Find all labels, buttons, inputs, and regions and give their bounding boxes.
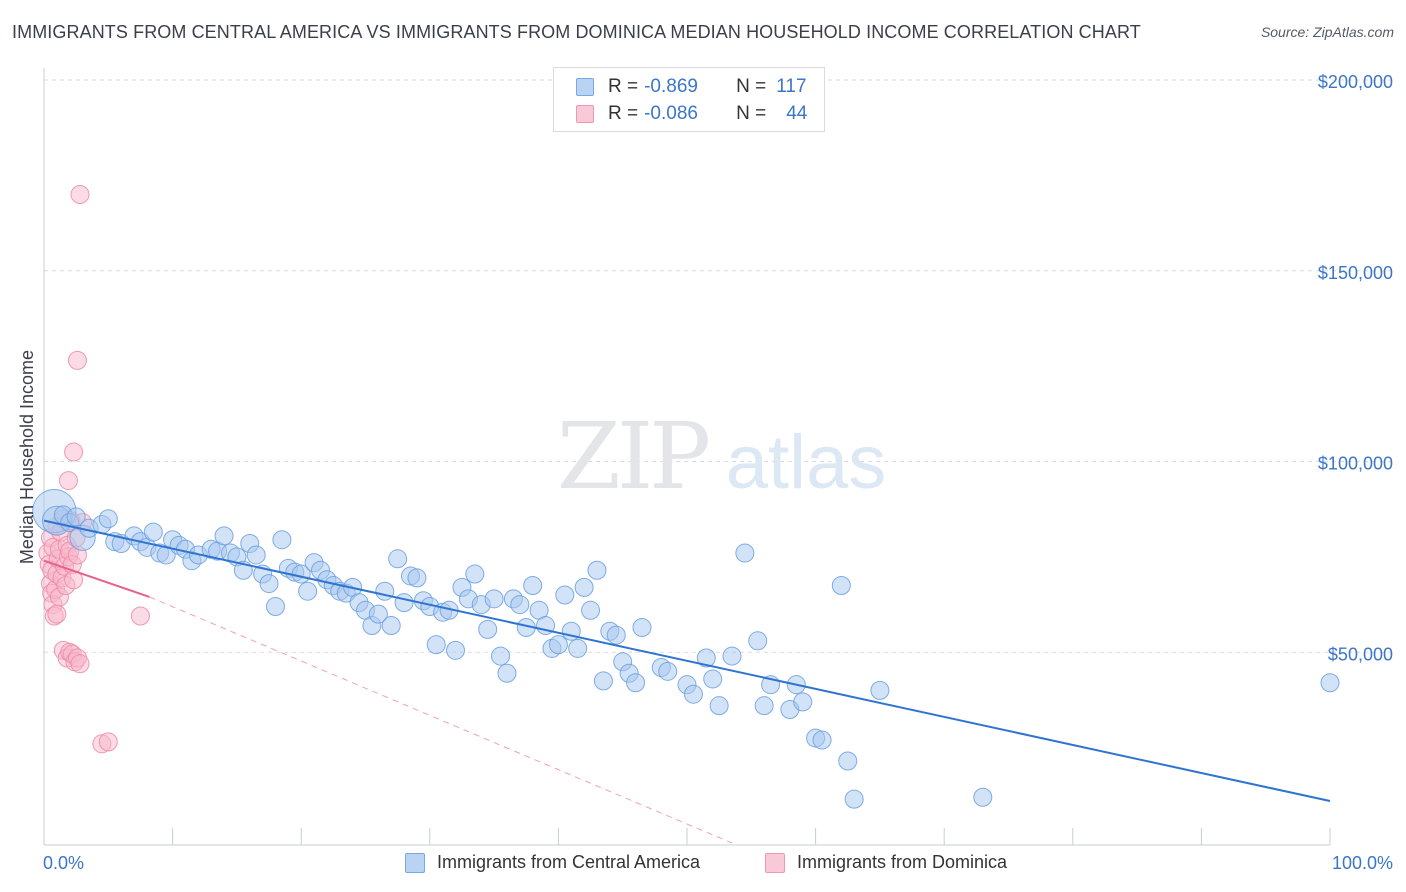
- point-central-america: [735, 543, 755, 563]
- legend-swatch-pink: [576, 105, 594, 123]
- legend-item-dominica[interactable]: Immigrants from Dominica: [765, 852, 1007, 873]
- point-central-america: [870, 680, 890, 700]
- legend-n-value: 44: [786, 103, 808, 124]
- y-tick-label: $100,000: [1318, 454, 1393, 474]
- point-central-america: [246, 545, 266, 565]
- point-central-america: [510, 595, 530, 615]
- legend-label: Immigrants from Central America: [437, 852, 701, 872]
- point-central-america: [703, 669, 723, 689]
- y-axis-label: Median Household Income: [17, 350, 37, 564]
- point-central-america: [272, 530, 292, 550]
- axes: [43, 68, 1331, 846]
- point-central-america: [394, 593, 414, 613]
- x-tick-label: 0.0%: [43, 853, 84, 873]
- point-central-america: [696, 648, 716, 668]
- y-tick-label: $200,000: [1318, 72, 1393, 92]
- point-central-america: [658, 661, 678, 681]
- point-central-america: [298, 581, 318, 601]
- correlation-legend: R = -0.869 N = 117 R = -0.086 N = 44: [553, 67, 825, 132]
- point-central-america: [497, 663, 517, 683]
- point-dominica: [67, 350, 87, 370]
- point-central-america: [143, 522, 163, 542]
- point-central-america: [259, 574, 279, 594]
- point-central-america: [388, 549, 408, 569]
- point-central-america: [587, 560, 607, 580]
- series-legend: Immigrants from Central America Immigran…: [0, 852, 1406, 878]
- point-central-america: [368, 604, 388, 624]
- point-central-america: [1320, 673, 1340, 693]
- point-central-america: [574, 577, 594, 597]
- point-central-america: [523, 575, 543, 595]
- legend-r-value: -0.086: [644, 103, 698, 124]
- series-central-america-points: [32, 488, 1340, 809]
- point-central-america: [407, 568, 427, 588]
- watermark-atlas: atlas: [726, 420, 887, 505]
- point-central-america: [98, 509, 118, 529]
- point-central-america: [446, 640, 466, 660]
- point-dominica: [70, 184, 90, 204]
- point-central-america: [973, 787, 993, 807]
- legend-r-value: -0.869: [644, 76, 698, 97]
- point-central-america: [722, 646, 742, 666]
- legend-r-label: R =: [608, 103, 639, 124]
- point-central-america: [812, 730, 832, 750]
- point-central-america: [606, 625, 626, 645]
- legend-item-central-america[interactable]: Immigrants from Central America: [405, 852, 700, 873]
- point-central-america: [683, 684, 703, 704]
- point-central-america: [66, 507, 86, 527]
- point-central-america: [381, 616, 401, 636]
- point-central-america: [548, 635, 568, 655]
- point-central-america: [555, 585, 575, 605]
- point-dominica: [47, 604, 67, 624]
- point-central-america: [491, 646, 511, 666]
- point-central-america: [484, 589, 504, 609]
- point-central-america: [831, 575, 851, 595]
- point-dominica: [64, 442, 84, 462]
- legend-swatch-blue: [405, 852, 425, 873]
- source-credit: Source: ZipAtlas.com: [1260, 24, 1394, 40]
- point-central-america: [426, 635, 446, 655]
- legend-r-label: R =: [608, 76, 639, 97]
- legend-row-central-america: R = -0.869 N = 117: [576, 74, 807, 100]
- trend-lines: [43, 519, 1331, 844]
- y-tick-label: $150,000: [1318, 263, 1393, 283]
- watermark: ZIP atlas: [557, 403, 886, 510]
- legend-swatch-pink: [765, 852, 785, 873]
- trend-line-dominica: [43, 559, 150, 598]
- point-central-america: [838, 751, 858, 771]
- point-central-america: [375, 581, 395, 601]
- point-central-america: [709, 696, 729, 716]
- point-dominica: [98, 732, 118, 752]
- legend-n-label: N =: [736, 76, 767, 97]
- legend-n-label: N =: [736, 103, 767, 124]
- point-dominica: [130, 606, 150, 626]
- point-central-america: [581, 600, 601, 620]
- point-central-america: [593, 671, 613, 691]
- y-tick-label: $50,000: [1328, 644, 1393, 664]
- point-central-america: [214, 526, 234, 546]
- point-central-america: [632, 617, 652, 637]
- point-dominica: [70, 654, 90, 674]
- point-central-america: [465, 564, 485, 584]
- point-central-america: [568, 638, 588, 658]
- point-central-america: [754, 696, 774, 716]
- legend-swatch-blue: [576, 78, 594, 96]
- point-dominica: [58, 471, 78, 491]
- chart-title: IMMIGRANTS FROM CENTRAL AMERICA VS IMMIG…: [12, 22, 1141, 42]
- legend-row-dominica: R = -0.086 N = 44: [576, 101, 807, 127]
- legend-n-value: 117: [776, 76, 807, 97]
- legend-label: Immigrants from Dominica: [797, 852, 1008, 872]
- point-central-america: [748, 631, 768, 651]
- trend-line-central-america: [43, 519, 1331, 803]
- point-central-america: [478, 619, 498, 639]
- point-central-america: [265, 596, 285, 616]
- point-central-america: [793, 692, 813, 712]
- x-tick-label: 100.0%: [1332, 853, 1393, 873]
- point-central-america: [626, 673, 646, 693]
- tick-labels: $50,000 $100,000 $150,000 $200,000 0.0% 100.0…: [43, 72, 1393, 873]
- point-central-america: [844, 789, 864, 809]
- watermark-zip: ZIP: [557, 403, 708, 510]
